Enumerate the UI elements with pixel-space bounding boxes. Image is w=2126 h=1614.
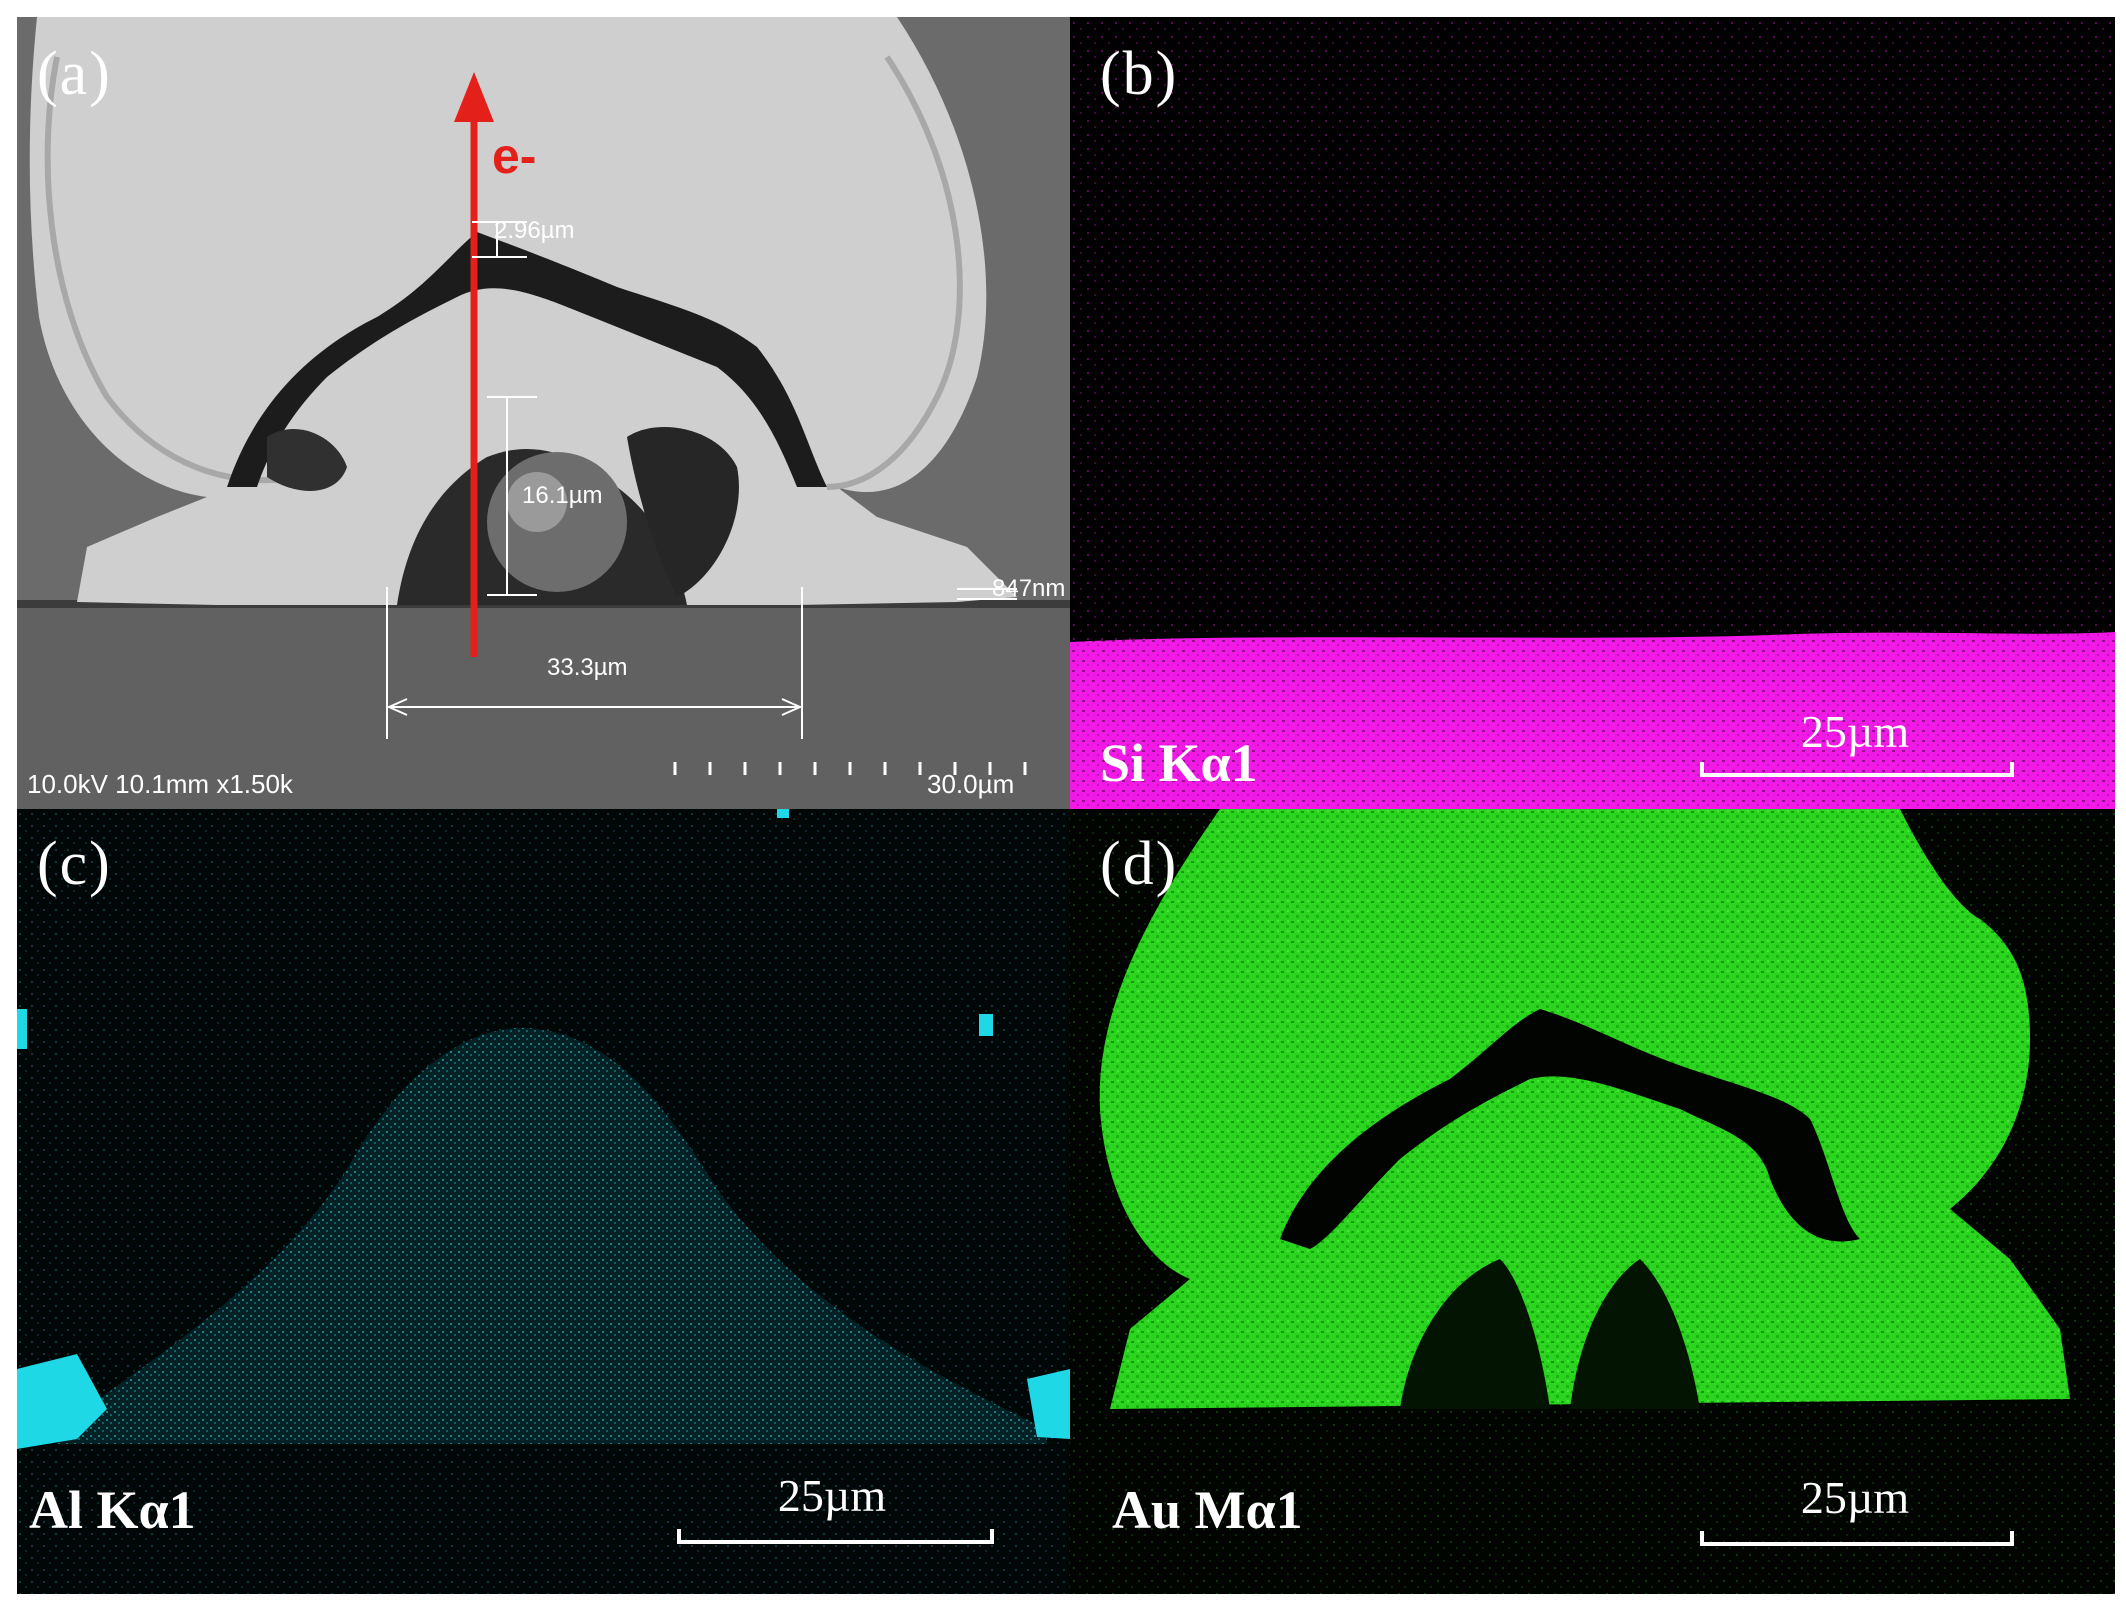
au-map-panel: (d) Au Mα1 25µm xyxy=(1070,809,2115,1594)
electron-flow-label: e- xyxy=(492,128,537,184)
al-element-map xyxy=(17,809,1070,1594)
si-map-panel: (b) Si Kα1 25µm xyxy=(1070,17,2115,809)
element-label-si: Si Kα1 xyxy=(1100,733,1258,793)
panel-label-c: (c) xyxy=(37,830,112,898)
sem-micrograph xyxy=(17,17,1070,809)
measurement-top-gap: 2.96µm xyxy=(494,217,575,244)
measurement-ball-height: 16.1µm xyxy=(522,482,603,509)
si-element-map xyxy=(1070,17,2115,809)
scale-bar-label-d: 25µm xyxy=(1800,1472,1910,1523)
panel-label-a: (a) xyxy=(37,40,112,108)
element-label-al: Al Kα1 xyxy=(29,1480,196,1540)
scale-bar-label-b: 25µm xyxy=(1800,706,1910,757)
sem-scale-text: 30.0µm xyxy=(927,769,1015,799)
scale-bar-label-c: 25µm xyxy=(777,1470,887,1521)
sem-image-panel: (a) e- 2.96µm 16.1µm 847nm 33.3µm 10.0kV… xyxy=(17,17,1070,809)
au-element-map xyxy=(1070,809,2115,1594)
panel-label-b: (b) xyxy=(1100,40,1179,108)
element-label-au: Au Mα1 xyxy=(1112,1480,1303,1540)
panel-label-d: (d) xyxy=(1100,830,1179,898)
measurement-right-gap: 847nm xyxy=(992,575,1066,602)
al-map-panel: (c) Al Kα1 25µm xyxy=(17,809,1070,1594)
measurement-bond-width: 33.3µm xyxy=(547,654,628,681)
sem-info-text: 10.0kV 10.1mm x1.50k xyxy=(27,769,293,799)
